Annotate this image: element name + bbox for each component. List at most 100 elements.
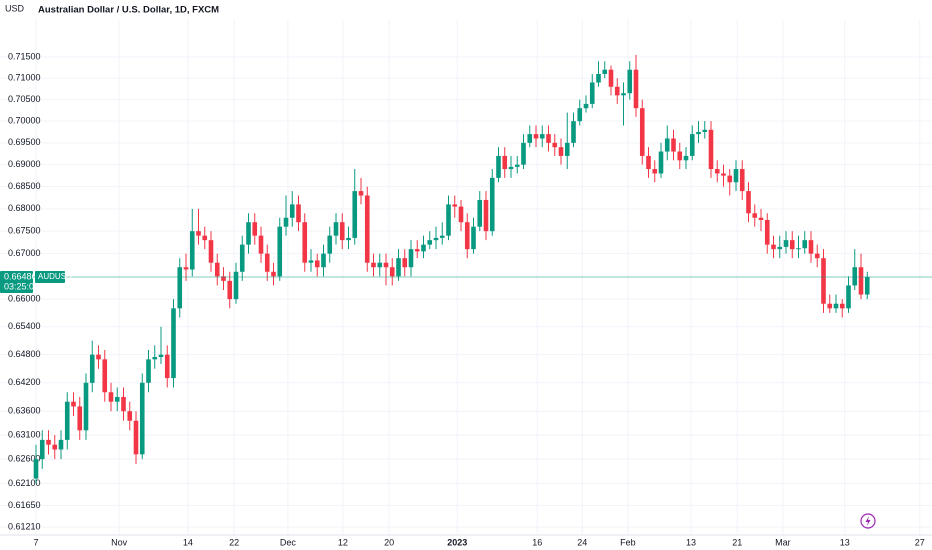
y-tick-label: 0.67000 (8, 248, 41, 258)
candle-body (708, 129, 714, 170)
candle-body (358, 191, 364, 196)
candle-body (808, 240, 814, 254)
x-tick-label: 22 (229, 537, 239, 547)
x-tick-label: 12 (338, 537, 348, 547)
candle-body (796, 248, 801, 250)
candle-body (414, 249, 420, 252)
candle-body (489, 177, 495, 232)
candle-body (289, 204, 295, 218)
last-price-box (0, 270, 33, 293)
candle-body (296, 204, 301, 223)
candle-body (227, 280, 233, 300)
candle-body (77, 406, 83, 431)
y-tick-label: 0.63600 (8, 406, 41, 416)
candle-body (202, 235, 208, 241)
lightning-icon[interactable] (860, 513, 876, 529)
candle-body (852, 267, 858, 286)
x-tick-label: 16 (532, 537, 542, 547)
candle-body (439, 235, 445, 238)
candle-body (827, 303, 833, 309)
x-tick-label: 7 (33, 537, 38, 547)
candle-body (271, 271, 276, 277)
candle-body (521, 142, 526, 165)
candle-body (771, 244, 776, 250)
y-tick-label: 0.69500 (8, 137, 41, 147)
candle-body (96, 354, 101, 360)
candle-body (802, 240, 808, 249)
candle-body (127, 411, 133, 421)
candle-body (671, 138, 676, 152)
candle-body (652, 169, 658, 174)
candle-body (433, 237, 439, 241)
y-tick-label: 0.69000 (8, 159, 41, 169)
candle-body (839, 303, 845, 309)
candle-body (721, 173, 726, 176)
candle-body (233, 271, 239, 300)
candle-body (864, 276, 870, 295)
candle-body (58, 439, 64, 450)
candle-body (246, 222, 251, 245)
candle-body (333, 222, 339, 236)
candle-body (583, 103, 589, 109)
y-tick-label: 0.61650 (8, 500, 41, 510)
candle-body (471, 226, 476, 250)
candle-body (733, 169, 739, 183)
candle-body (39, 439, 45, 460)
x-tick-label: Feb (620, 537, 636, 547)
candle-body (546, 134, 551, 143)
candle-body (352, 191, 358, 238)
candle-body (752, 213, 758, 218)
candle-body (727, 175, 733, 183)
candle-body (152, 356, 158, 360)
y-tick-label: 0.70000 (8, 116, 41, 126)
candle-body (627, 69, 633, 94)
candle-body (121, 396, 126, 412)
candle-body (402, 258, 408, 268)
candle-body (102, 359, 108, 393)
chart-title: Australian Dollar / U.S. Dollar, 1D, FXC… (38, 5, 219, 16)
candle-body (158, 354, 164, 357)
y-tick-label: 0.64200 (8, 377, 41, 387)
candle-body (314, 260, 320, 268)
x-tick-label: Dec (280, 537, 297, 547)
y-tick-label: 0.61210 (8, 521, 41, 531)
candle-body (746, 191, 751, 214)
candle-body (552, 142, 558, 148)
candle-body (483, 199, 489, 232)
y-tick-label: 0.62600 (8, 454, 41, 464)
candle-body (371, 262, 376, 268)
candle-body (252, 222, 258, 236)
candle-body (89, 354, 95, 383)
x-tick-label: 21 (732, 537, 742, 547)
candle-body (633, 69, 639, 109)
candle-body (264, 253, 270, 272)
candle-body (239, 244, 245, 272)
candle-body (108, 392, 114, 402)
candle-body (139, 382, 145, 455)
candle-body (758, 217, 764, 220)
candle-body (508, 166, 514, 170)
candle-body (277, 226, 283, 277)
candle-body (64, 401, 70, 440)
candle-body (196, 231, 201, 236)
currency-label: USD (5, 3, 25, 13)
candle-body (208, 240, 214, 263)
candle-body (146, 359, 151, 383)
icon-bolt[interactable] (865, 516, 871, 526)
candle-body (677, 151, 683, 161)
y-tick-label: 0.71000 (8, 73, 41, 83)
y-tick-label: 0.66000 (8, 294, 41, 304)
candle-body (621, 93, 626, 96)
candle-body (452, 204, 458, 207)
candle-body (477, 199, 483, 227)
candle-body (189, 231, 195, 270)
candle-body (339, 222, 345, 241)
symbol-box (35, 270, 65, 283)
symbol-label: AUDUSD (38, 272, 72, 281)
candle-body (814, 253, 820, 259)
candle-body (396, 258, 401, 277)
icon-circle[interactable] (860, 513, 876, 529)
y-tick-label: 0.70500 (8, 94, 41, 104)
candle-body (614, 86, 620, 96)
candle-body (564, 142, 570, 156)
